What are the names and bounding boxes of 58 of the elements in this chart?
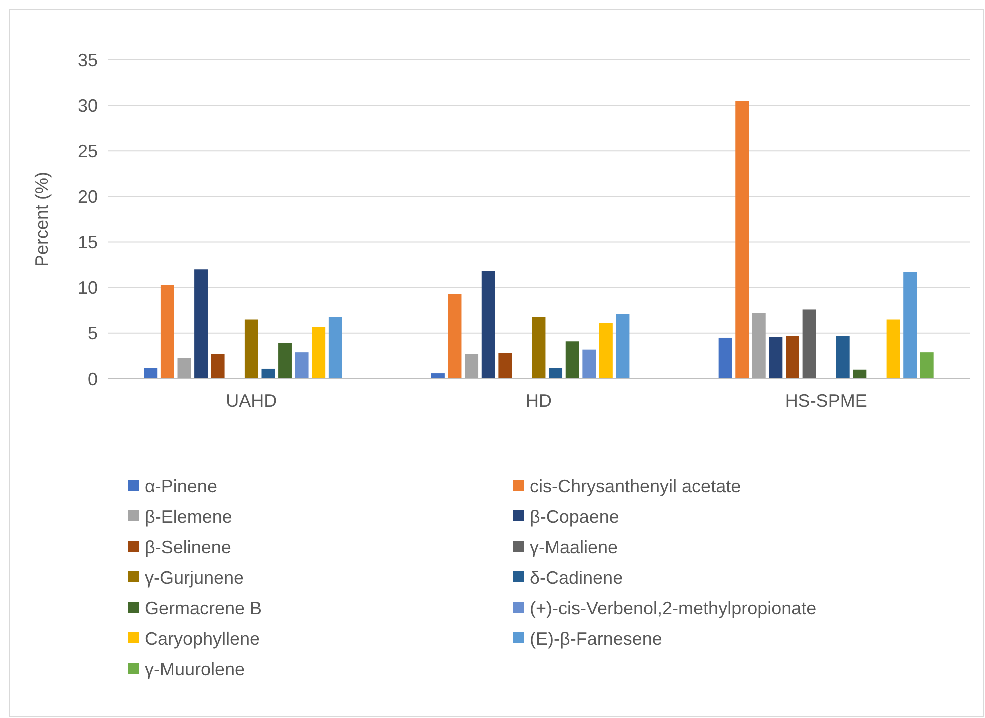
y-tick-label: 0 [88, 369, 98, 390]
y-tick-label: 35 [78, 50, 98, 70]
y-tick-label: 30 [78, 96, 98, 116]
bar [566, 342, 580, 379]
legend-label: β-Selinene [145, 537, 232, 558]
y-tick-label: 15 [78, 232, 98, 253]
bar [886, 320, 900, 379]
y-tick-label: 10 [78, 278, 98, 298]
bar [582, 350, 596, 379]
bar [160, 285, 174, 379]
y-tick-label: 20 [78, 187, 98, 208]
bar [769, 337, 783, 379]
x-tick-label: HD [526, 391, 552, 411]
x-tick-label: UAHD [226, 391, 278, 411]
bar [194, 270, 208, 379]
bar [920, 352, 934, 379]
y-axis-title: Percent (%) [32, 172, 52, 268]
legend-label: β-Elemene [145, 506, 232, 527]
legend-label: (+)-cis-Verbenol,2-methylpropionate [530, 598, 817, 618]
bar [144, 368, 158, 379]
bar [718, 338, 732, 379]
bar [211, 354, 225, 379]
bar [853, 370, 867, 379]
bar [244, 320, 258, 379]
bar [752, 313, 766, 379]
bar [482, 271, 496, 379]
bar [178, 358, 192, 379]
bar [616, 314, 630, 379]
legend-label: γ-Muurolene [145, 659, 246, 680]
bar [549, 368, 563, 379]
bar [904, 272, 918, 379]
bar [262, 368, 276, 379]
bar [836, 336, 850, 379]
legend-label: β-Copaene [530, 506, 620, 527]
legend-label: Germacrene B [145, 598, 262, 618]
legend-label: Caryophyllene [145, 628, 260, 649]
legend-label: δ-Cadinene [530, 568, 624, 588]
bar [465, 354, 479, 379]
bar [532, 317, 546, 379]
bar [295, 352, 309, 379]
bar [599, 323, 613, 379]
bar [431, 374, 445, 379]
bar [328, 317, 342, 379]
x-tick-label: HS-SPME [785, 391, 868, 411]
legend-label: (E)-β-Farnesene [530, 628, 662, 649]
bar [802, 310, 816, 379]
legend-label: γ-Maaliene [530, 537, 618, 558]
y-tick-label: 25 [78, 141, 98, 162]
bar [736, 101, 750, 379]
legend-label: α-Pinene [145, 476, 218, 496]
legend-label: γ-Gurjunene [145, 568, 244, 588]
bar [312, 327, 326, 379]
bar [278, 343, 292, 379]
y-tick-label: 5 [88, 324, 98, 344]
bar [498, 353, 512, 379]
bar [786, 336, 800, 379]
bar [448, 294, 462, 379]
legend-label: cis-Chrysanthenyil acetate [530, 476, 742, 496]
